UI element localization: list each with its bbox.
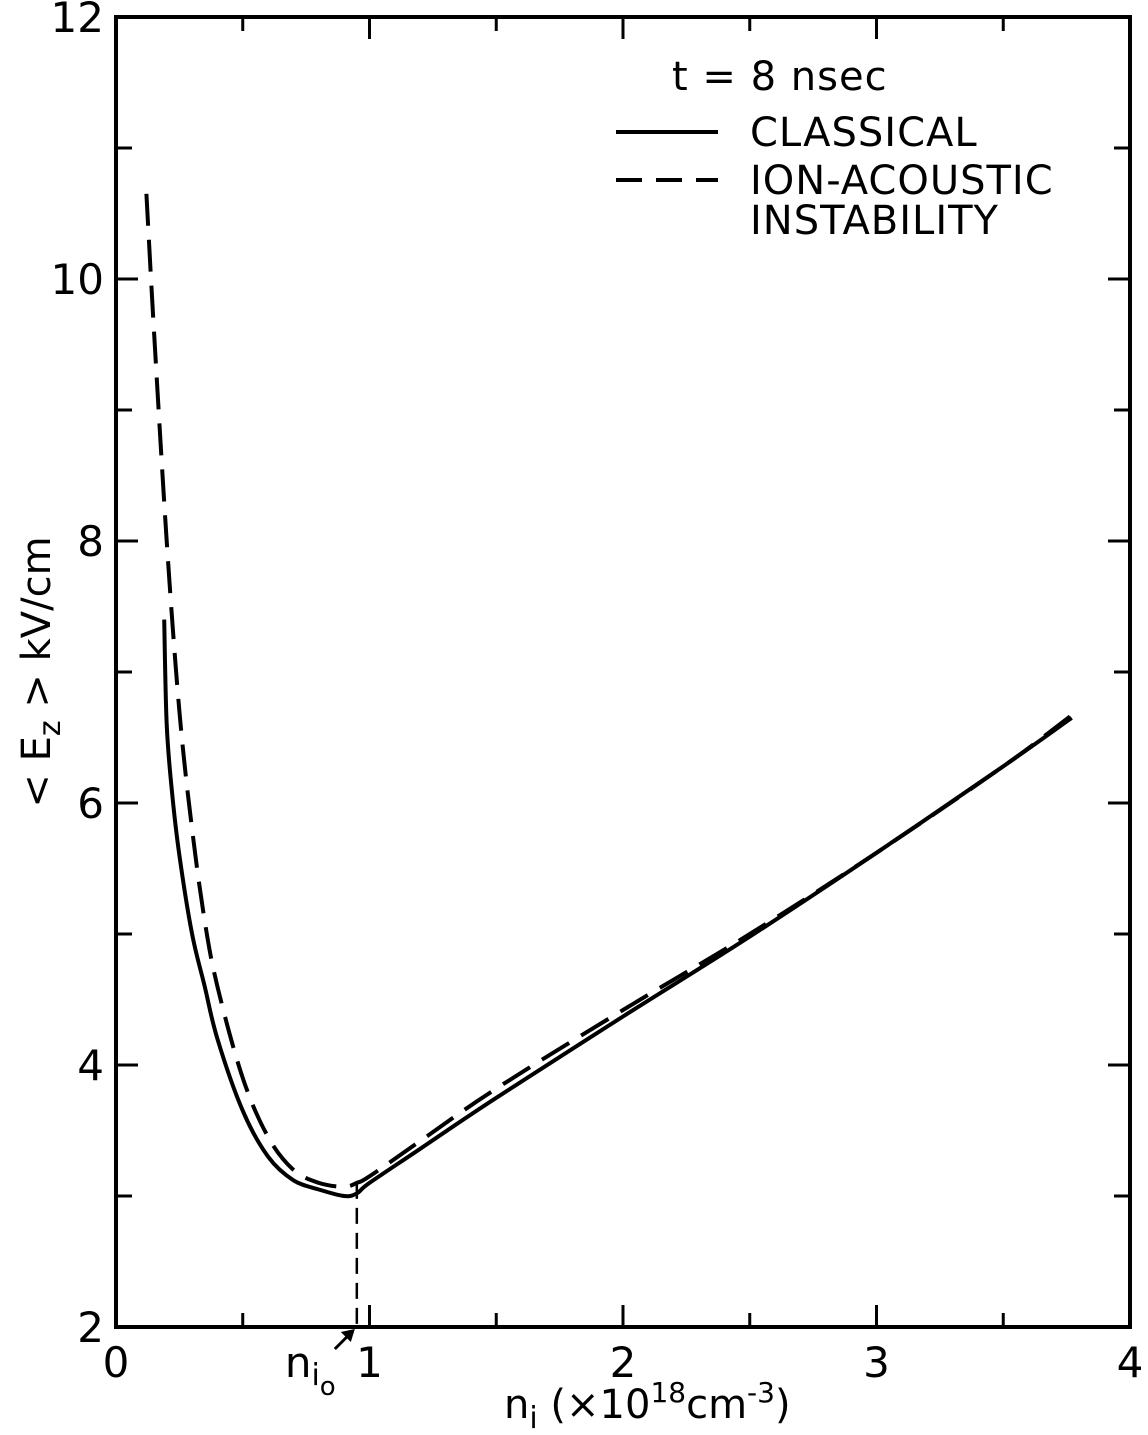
x-tick-label: 1 (356, 1338, 383, 1387)
y-axis-label-sub: z (33, 720, 68, 736)
x-axis-label-unit-exp: -3 (747, 1376, 775, 1409)
y-axis-label-close: > kV/cm (14, 536, 60, 720)
legend-label-ion-acoustic-line1: ION-ACOUSTIC (750, 158, 1054, 204)
ticks (114, 15, 1132, 1329)
x-axis-label-paren-open: (×10 (538, 1382, 651, 1428)
annotation-text: t = 8 nsec (672, 54, 888, 100)
x-axis-label: ni (×1018cm-3) (504, 1376, 791, 1435)
x-tick-label: 3 (863, 1338, 890, 1387)
series-line-classical (162, 619, 1073, 1199)
legend: CLASSICAL ION-ACOUSTIC INSTABILITY (616, 110, 1067, 244)
y-tick-label: 10 (51, 255, 104, 304)
y-tick-label: 12 (51, 0, 104, 42)
series-line-ion-acoustic (144, 193, 1073, 1189)
x-tick-label: 4 (1117, 1338, 1144, 1387)
x-axis-label-exp: 18 (650, 1376, 686, 1409)
marker: nio (285, 1182, 359, 1402)
x-tick-label: 2 (610, 1338, 637, 1387)
y-tick-label: 8 (77, 517, 104, 566)
x-axis-label-paren-close: ) (775, 1382, 791, 1428)
legend-label-ion-acoustic-line2: INSTABILITY (750, 198, 999, 244)
x-axis-label-base: n (504, 1382, 529, 1428)
legend-label-classical: CLASSICAL (750, 110, 978, 156)
x-tick-label: 0 (103, 1338, 130, 1387)
y-tick-label: 4 (77, 1041, 104, 1090)
y-tick-label: 6 (77, 779, 104, 828)
y-axis-label: < Ez > kV/cm (14, 536, 68, 807)
series (144, 193, 1073, 1199)
y-tick-label: 2 (77, 1303, 104, 1352)
y-axis-label-open: < E (14, 736, 60, 808)
legend-label-ion-acoustic: ION-ACOUSTIC INSTABILITY (750, 158, 1067, 244)
x-axis-label-sub: i (529, 1401, 537, 1435)
marker-label: nio (285, 1338, 336, 1402)
x-axis-label-unit: cm (686, 1382, 747, 1428)
marker-arrow-head (340, 1329, 355, 1342)
